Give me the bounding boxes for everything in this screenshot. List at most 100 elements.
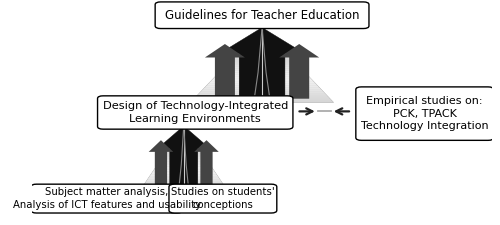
Polygon shape [230,59,294,61]
Polygon shape [153,170,214,171]
Polygon shape [162,157,206,158]
Polygon shape [146,181,222,183]
Polygon shape [223,67,302,69]
Polygon shape [248,41,276,43]
Polygon shape [210,80,314,82]
Polygon shape [142,186,226,187]
Polygon shape [164,153,203,155]
Polygon shape [154,168,214,170]
Polygon shape [256,31,268,33]
Polygon shape [180,126,188,189]
Polygon shape [182,126,185,128]
Polygon shape [190,27,334,102]
Polygon shape [216,74,308,76]
FancyBboxPatch shape [155,2,369,29]
Polygon shape [202,89,323,91]
FancyBboxPatch shape [31,184,182,213]
Polygon shape [194,97,330,99]
Polygon shape [255,33,269,35]
Polygon shape [180,129,187,131]
Polygon shape [151,173,216,175]
Polygon shape [170,144,197,145]
Polygon shape [148,176,218,178]
Polygon shape [140,189,228,191]
Polygon shape [206,84,318,86]
Polygon shape [212,78,312,80]
FancyBboxPatch shape [98,96,293,129]
Polygon shape [150,175,218,176]
Polygon shape [178,132,189,134]
Polygon shape [146,179,221,181]
Polygon shape [221,69,303,71]
Polygon shape [180,131,188,132]
Polygon shape [163,155,204,157]
Polygon shape [173,140,195,142]
Polygon shape [148,178,220,179]
Polygon shape [172,126,184,189]
Polygon shape [218,72,306,74]
Polygon shape [240,48,284,50]
Polygon shape [168,149,200,150]
Polygon shape [226,63,298,65]
Polygon shape [177,134,190,136]
Polygon shape [236,54,289,56]
Polygon shape [184,126,196,189]
Polygon shape [252,37,273,39]
Polygon shape [253,35,271,37]
Text: Studies on students'
conceptions: Studies on students' conceptions [171,187,275,210]
Polygon shape [262,27,281,101]
Polygon shape [232,58,292,59]
FancyBboxPatch shape [169,184,277,213]
Text: Design of Technology-Integrated
Learning Environments: Design of Technology-Integrated Learning… [102,101,288,124]
Polygon shape [243,27,262,101]
Polygon shape [165,152,202,153]
Polygon shape [244,44,280,46]
Text: Empirical studies on:
PCK, TPACK
Technology Integration: Empirical studies on: PCK, TPACK Technol… [361,96,488,131]
Polygon shape [166,150,201,152]
Polygon shape [196,95,328,97]
Polygon shape [158,162,209,163]
Polygon shape [174,139,194,140]
Polygon shape [140,126,228,191]
Polygon shape [200,91,324,93]
Polygon shape [170,145,198,147]
Polygon shape [250,39,274,41]
Polygon shape [198,93,326,95]
Polygon shape [279,44,319,99]
Polygon shape [219,27,305,100]
Polygon shape [158,163,210,165]
Polygon shape [172,142,196,144]
Polygon shape [182,128,186,129]
Polygon shape [246,43,278,44]
Polygon shape [156,166,212,168]
Polygon shape [228,61,296,63]
Polygon shape [176,136,192,137]
Polygon shape [258,29,266,31]
Polygon shape [168,147,199,149]
Text: Subject matter analysis,
Analysis of ICT features and usability: Subject matter analysis, Analysis of ICT… [12,187,201,210]
Polygon shape [156,165,211,166]
Polygon shape [208,82,316,84]
Polygon shape [260,27,264,29]
Polygon shape [205,44,245,99]
Polygon shape [190,101,334,102]
Polygon shape [242,46,282,48]
FancyBboxPatch shape [356,87,494,140]
Polygon shape [203,88,321,89]
Text: Guidelines for Teacher Education: Guidelines for Teacher Education [165,9,360,22]
Polygon shape [219,71,305,72]
Polygon shape [224,65,300,67]
Polygon shape [214,76,310,78]
Polygon shape [194,140,218,187]
Polygon shape [256,27,268,101]
Polygon shape [160,160,208,162]
Polygon shape [234,56,290,58]
Polygon shape [143,184,224,186]
Polygon shape [237,52,287,54]
Polygon shape [192,99,332,101]
Polygon shape [160,158,206,160]
Polygon shape [175,137,192,139]
Polygon shape [205,86,319,88]
Polygon shape [148,140,173,187]
Polygon shape [158,126,210,189]
